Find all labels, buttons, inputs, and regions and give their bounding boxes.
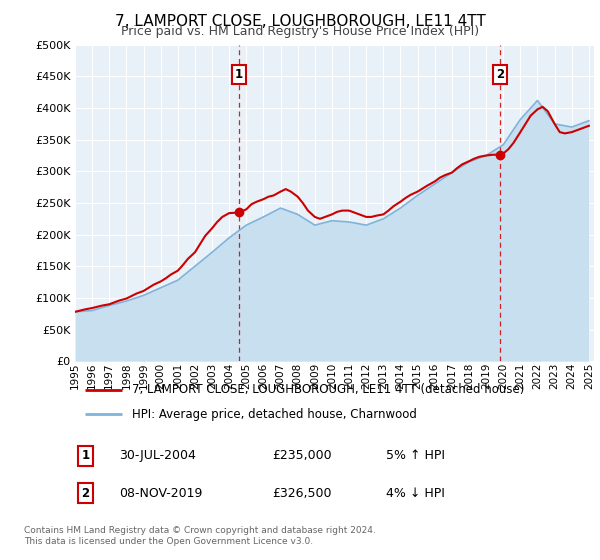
Text: Contains HM Land Registry data © Crown copyright and database right 2024.
This d: Contains HM Land Registry data © Crown c…: [24, 526, 376, 546]
Text: £326,500: £326,500: [272, 487, 332, 500]
Text: Price paid vs. HM Land Registry's House Price Index (HPI): Price paid vs. HM Land Registry's House …: [121, 25, 479, 38]
Text: 5% ↑ HPI: 5% ↑ HPI: [386, 449, 445, 463]
Text: 30-JUL-2004: 30-JUL-2004: [119, 449, 196, 463]
Text: 4% ↓ HPI: 4% ↓ HPI: [386, 487, 445, 500]
Text: 1: 1: [235, 68, 243, 81]
Text: 1: 1: [82, 449, 89, 463]
Text: HPI: Average price, detached house, Charnwood: HPI: Average price, detached house, Char…: [132, 408, 417, 421]
Text: 2: 2: [82, 487, 89, 500]
Text: 08-NOV-2019: 08-NOV-2019: [119, 487, 202, 500]
Text: 7, LAMPORT CLOSE, LOUGHBOROUGH, LE11 4TT (detached house): 7, LAMPORT CLOSE, LOUGHBOROUGH, LE11 4TT…: [132, 383, 524, 396]
Text: 2: 2: [496, 68, 505, 81]
Text: £235,000: £235,000: [272, 449, 332, 463]
Text: 7, LAMPORT CLOSE, LOUGHBOROUGH, LE11 4TT: 7, LAMPORT CLOSE, LOUGHBOROUGH, LE11 4TT: [115, 14, 485, 29]
